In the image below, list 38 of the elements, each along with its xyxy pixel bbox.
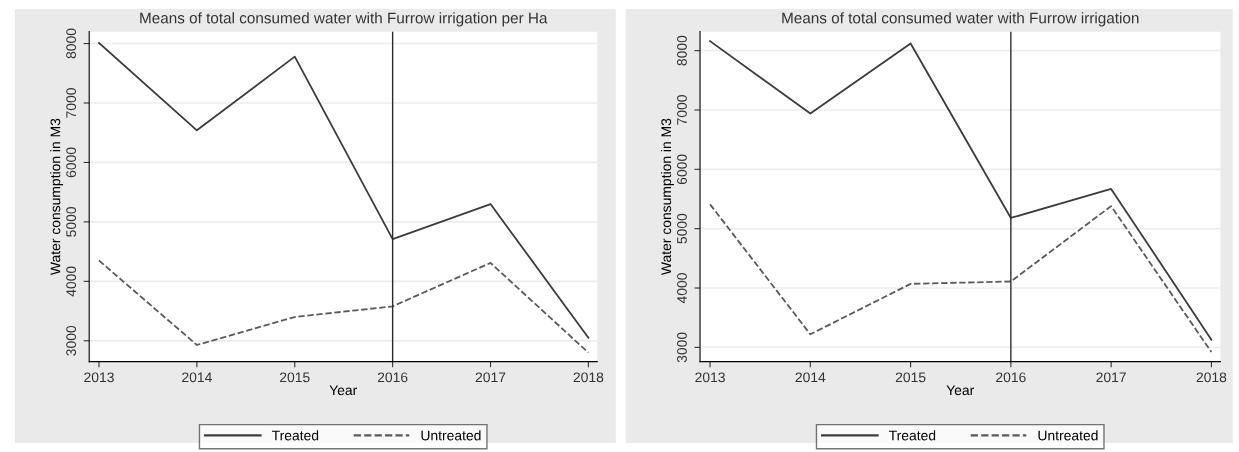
x-tick-label: 2016 [996, 372, 1026, 383]
line-series [98, 259, 590, 354]
y-tick-label: 7000 [66, 88, 77, 118]
x-tick-label: 2013 [695, 372, 725, 383]
y-axis-title: Water consumption in M3 [50, 118, 64, 276]
x-tick-label: 2014 [795, 372, 826, 383]
x-axis-title: Year [946, 385, 975, 396]
legend-label: Treated [889, 430, 936, 441]
y-tick-label: 4000 [66, 266, 77, 297]
legend-label: Treated [271, 430, 319, 441]
y-tick-label: 4000 [677, 273, 687, 304]
y-axis-title: Water consumption in M3 [660, 118, 674, 276]
line-series [709, 40, 1213, 341]
y-tick-label: 8000 [677, 35, 687, 66]
y-tick-label: 8000 [66, 28, 77, 59]
y-tick-label: 3000 [66, 325, 77, 356]
y-tick-label: 5000 [677, 213, 687, 244]
y-tick-label: 6000 [66, 147, 77, 178]
y-tick-label: 3000 [677, 332, 687, 363]
legend-label: Untreated [1038, 430, 1098, 441]
chart-title: Means of total consumed water with Furrow irrigation [782, 12, 1139, 27]
x-tick-label: 2017 [1096, 372, 1126, 383]
y-tick-label: 7000 [677, 95, 687, 125]
y-tick-label: 5000 [66, 206, 77, 237]
y-tick-label: 6000 [677, 154, 687, 185]
legend-label: Untreated [421, 430, 481, 441]
x-tick-label: 2017 [475, 372, 506, 383]
x-tick-label: 2018 [573, 372, 604, 383]
x-tick-label: 2014 [182, 372, 212, 383]
line-series [709, 203, 1213, 354]
x-tick-label: 2015 [895, 372, 926, 383]
line-series [98, 42, 590, 339]
x-tick-label: 2016 [377, 372, 408, 383]
x-tick-label: 2018 [1196, 372, 1227, 383]
x-axis-title: Year [329, 385, 358, 396]
x-tick-label: 2013 [84, 372, 114, 383]
x-tick-label: 2015 [280, 372, 310, 383]
chart-title: Means of total consumed water with Furrow irrigation per Ha [140, 12, 548, 27]
